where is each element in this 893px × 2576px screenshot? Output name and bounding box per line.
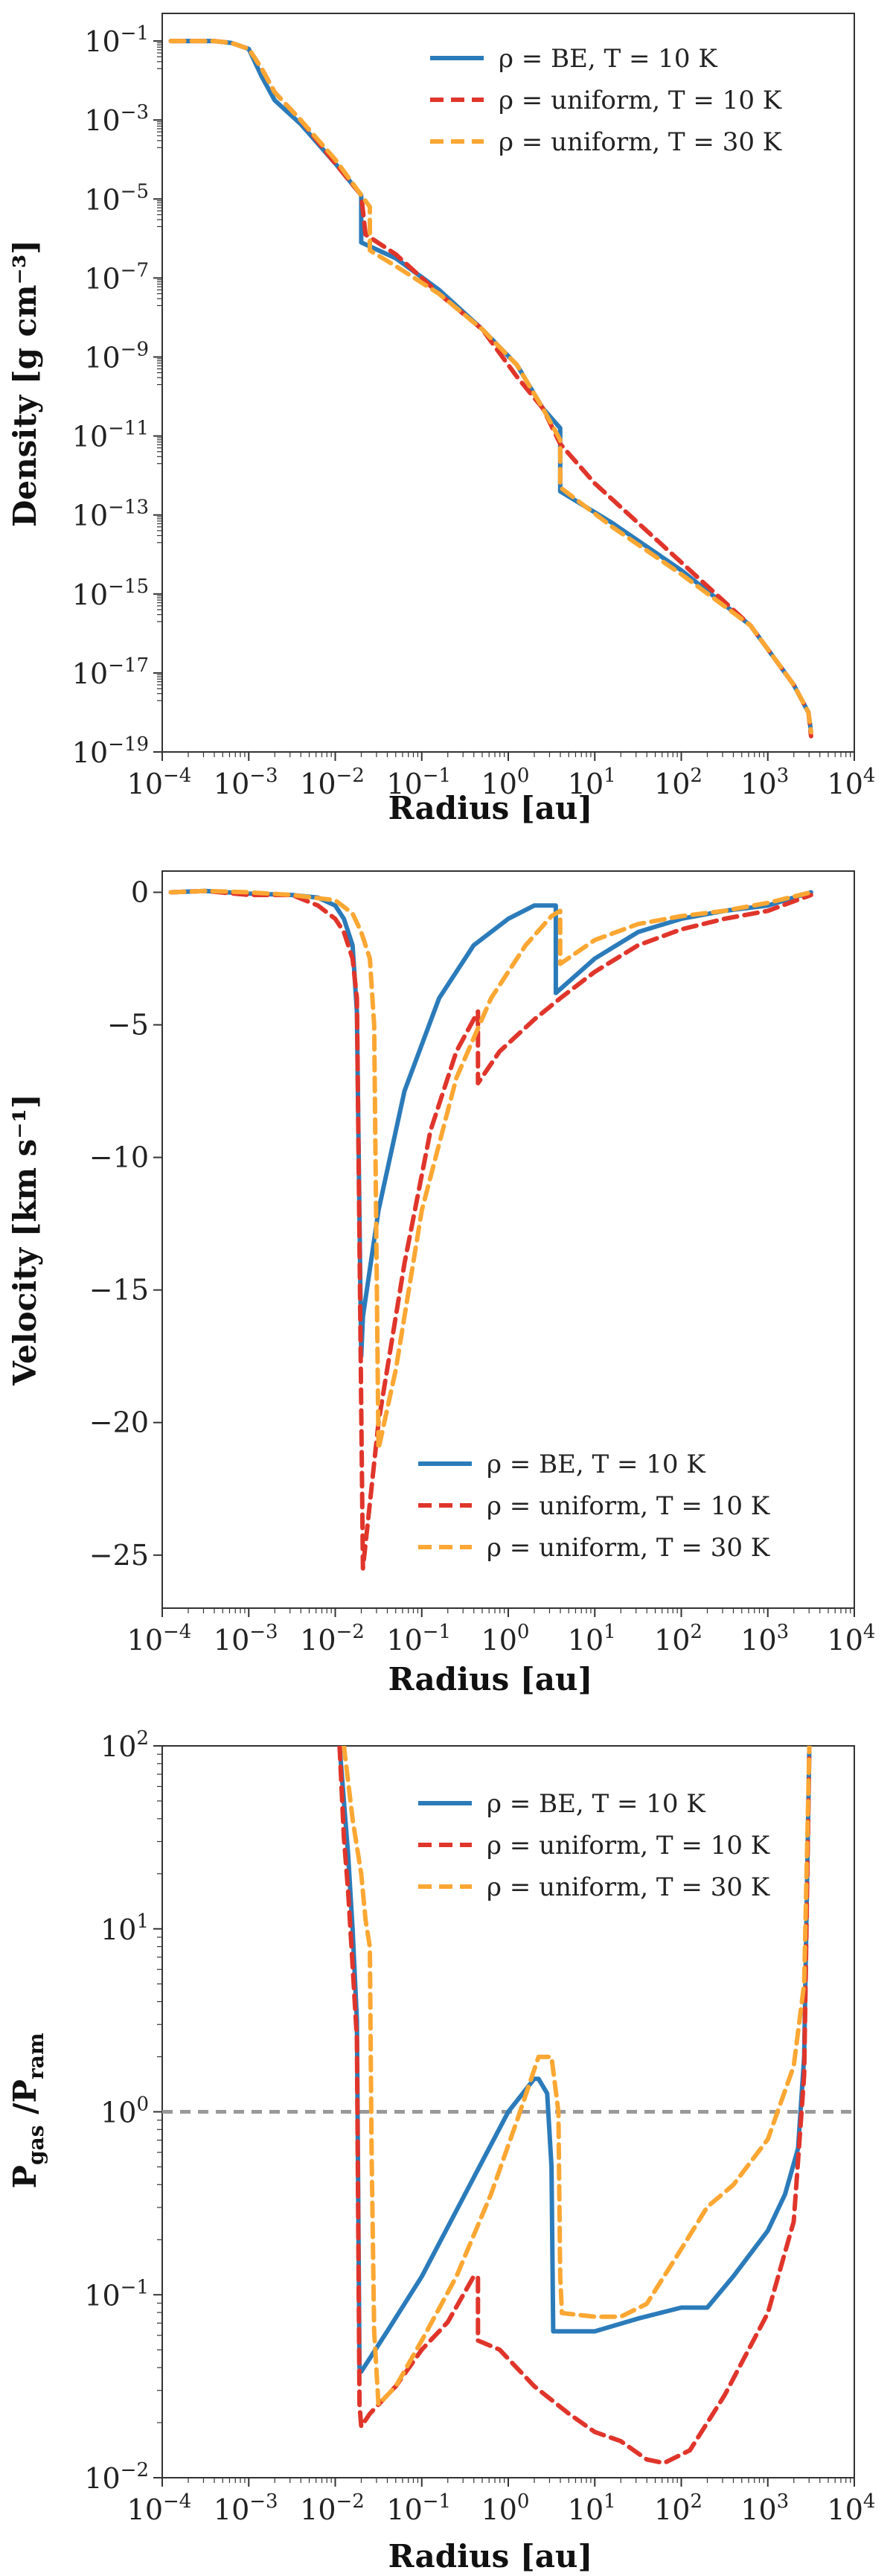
pressure-ratio-x-tick-label: 10−3 — [214, 2490, 278, 2526]
legend-label-uniform10: ρ = uniform, T = 10 K — [487, 1491, 770, 1521]
legend-label-uniform30: ρ = uniform, T = 30 K — [487, 1872, 770, 1902]
velocity-y-tick-label: 0 — [131, 876, 149, 908]
pressure-ratio-series-uniform10 — [337, 1746, 812, 2466]
pressure-ratio-x-tick-label: 10−2 — [300, 2490, 365, 2526]
density-x-tick-label: 104 — [828, 765, 876, 800]
velocity-x-tick-label: 100 — [481, 1621, 530, 1657]
density-x-tick-label: 102 — [654, 765, 702, 800]
density-panel: Radius [au] Density [g cm⁻³] 10−4 10−3 10−… — [7, 13, 875, 826]
legend-label-be: ρ = BE, T = 10 K — [487, 1450, 705, 1479]
density-y-tick-label: 10−15 — [72, 576, 149, 611]
density-x-tick-label: 103 — [740, 765, 789, 800]
velocity-series-be — [168, 888, 813, 1359]
velocity-x-tick-label: 10−1 — [386, 1621, 451, 1657]
density-y-tick-label: 10−3 — [84, 101, 149, 137]
velocity-y-tick-label: −10 — [89, 1141, 149, 1174]
density-axes-frame — [161, 13, 855, 753]
velocity-x-tick-label: 10−4 — [127, 1621, 192, 1657]
density-y-tick-label: 10−19 — [72, 733, 149, 769]
pressure-ratio-x-tick-label: 10−1 — [386, 2490, 451, 2526]
pressure-ratio-y-tick-label: 101 — [100, 1910, 149, 1946]
density-y-axis-label: Density [g cm⁻³] — [7, 240, 43, 527]
pressure-ratio-x-tick-label: 103 — [740, 2490, 789, 2526]
density-y-tick-label: 10−17 — [72, 654, 149, 690]
velocity-y-axis-label: Velocity [km s⁻¹] — [7, 1094, 43, 1386]
velocity-series-uniform30 — [168, 888, 813, 1452]
velocity-x-tick-label: 104 — [828, 1621, 876, 1657]
density-x-tick-label: 101 — [568, 765, 616, 800]
pressure-ratio-x-tick-label: 10−4 — [127, 2490, 192, 2526]
density-y-tick-label: 10−1 — [84, 22, 149, 58]
density-x-tick-label: 100 — [481, 765, 530, 800]
pressure-ratio-y-tick-label: 100 — [100, 2094, 149, 2129]
density-y-tick-label: 10−9 — [84, 338, 149, 374]
density-x-tick-label: 10−2 — [300, 765, 365, 800]
density-x-tick-label: 10−3 — [214, 765, 278, 800]
legend-label-uniform10: ρ = uniform, T = 10 K — [487, 1831, 770, 1861]
pressure-ratio-legend: ρ = BE, T = 10 K ρ = uniform, T = 10 K ρ =… — [418, 1789, 770, 1902]
pressure-x-axis-label: Radius [au] — [388, 2538, 593, 2575]
legend-label-be: ρ = BE, T = 10 K — [487, 1789, 705, 1819]
velocity-y-tick-label: −25 — [89, 1539, 149, 1572]
legend-label-uniform30: ρ = uniform, T = 30 K — [487, 1533, 770, 1563]
pressure-ratio-series-uniform30 — [342, 1746, 812, 2407]
velocity-series-uniform10 — [168, 888, 813, 1571]
velocity-y-tick-label: −5 — [107, 1009, 149, 1042]
velocity-x-tick-label: 10−2 — [300, 1621, 365, 1657]
pressure-ratio-x-tick-label: 102 — [654, 2490, 702, 2526]
density-y-tick-label: 10−13 — [72, 497, 149, 532]
density-legend: ρ = BE, T = 10 K ρ = uniform, T = 10 K ρ =… — [430, 44, 782, 157]
density-x-tick-label: 10−1 — [386, 765, 451, 800]
velocity-y-tick-label: −20 — [89, 1406, 149, 1439]
density-y-tick-label: 10−5 — [84, 180, 149, 216]
density-x-axis-label: Radius [au] — [388, 790, 593, 826]
pressure-ratio-panel: Radius [au] Pgas /Pram 10−4 10−3 10−2 10−1 1… — [7, 1727, 875, 2575]
pressure-ratio-y-tick-label: 10−1 — [84, 2276, 149, 2312]
pressure-ratio-x-tick-label: 101 — [568, 2490, 616, 2526]
legend-label-uniform30: ρ = uniform, T = 30 K — [499, 127, 782, 157]
velocity-panel: Radius [au] Velocity [km s⁻¹] 10−4 10−3 10… — [7, 870, 876, 1697]
density-x-tick-label: 10−4 — [127, 765, 192, 800]
density-y-tick-label: 10−11 — [72, 418, 149, 453]
velocity-x-axis-label: Radius [au] — [388, 1661, 593, 1697]
velocity-x-tick-label: 102 — [654, 1621, 702, 1657]
pressure-ratio-y-tick-label: 10−2 — [84, 2459, 149, 2495]
pressure-ratio-x-tick-label: 104 — [828, 2490, 876, 2526]
velocity-y-tick-label: −15 — [89, 1274, 149, 1307]
legend-label-uniform10: ρ = uniform, T = 10 K — [499, 86, 782, 115]
velocity-legend: ρ = BE, T = 10 K ρ = uniform, T = 10 K ρ =… — [418, 1450, 770, 1563]
pressure-y-axis-label: Pgas /Pram — [7, 2033, 48, 2188]
velocity-x-tick-label: 10−3 — [214, 1621, 278, 1657]
density-y-tick-label: 10−7 — [84, 259, 149, 295]
velocity-x-tick-label: 101 — [568, 1621, 616, 1657]
pressure-ratio-x-tick-label: 100 — [481, 2490, 530, 2526]
legend-label-be: ρ = BE, T = 10 K — [499, 44, 717, 74]
pressure-ratio-y-tick-label: 102 — [100, 1727, 149, 1763]
density-series-uniform30 — [168, 39, 813, 735]
velocity-x-tick-label: 103 — [740, 1621, 789, 1657]
